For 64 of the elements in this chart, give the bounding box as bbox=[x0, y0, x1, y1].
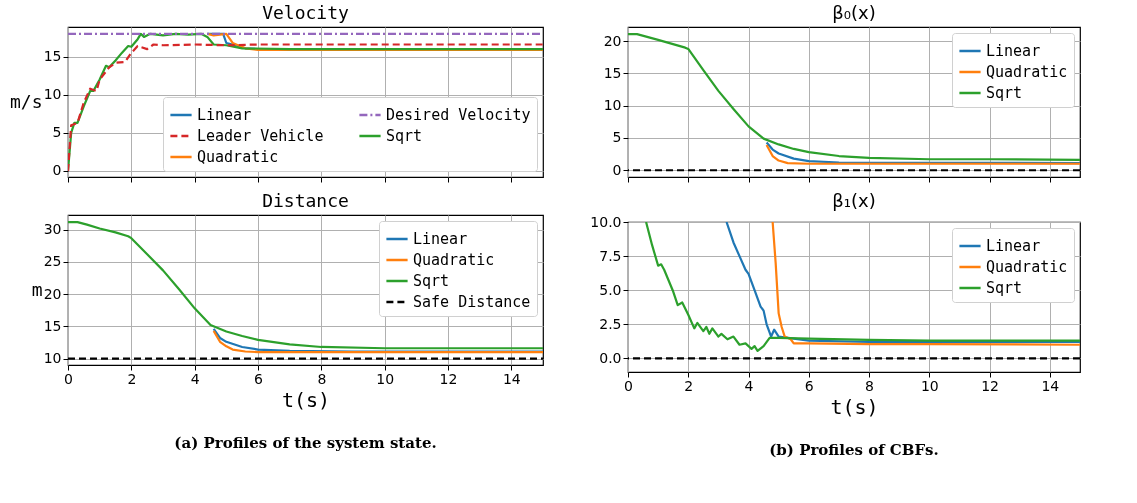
chart-title: β₀(x) bbox=[832, 2, 876, 23]
line-series bbox=[206, 32, 543, 51]
chart-title: Velocity bbox=[262, 2, 350, 23]
y-tick-label: 20 bbox=[603, 32, 622, 49]
x-tick-label: 0 bbox=[64, 370, 73, 387]
legend-label: Safe Distance bbox=[413, 293, 531, 311]
legend-label: Quadratic bbox=[197, 148, 279, 166]
y-tick-label: 10.0 bbox=[590, 213, 622, 230]
y-tick-label: 5 bbox=[52, 124, 62, 141]
legend-label: Linear bbox=[197, 106, 252, 124]
y-tick-label: 25 bbox=[43, 253, 62, 270]
x-tick-label: 14 bbox=[1041, 377, 1060, 394]
y-tick-label: 5 bbox=[612, 129, 622, 146]
x-tick-label: 6 bbox=[804, 377, 814, 394]
y-tick-label: 0 bbox=[612, 161, 622, 178]
legend-label: Linear bbox=[986, 237, 1041, 255]
x-tick-label: 0 bbox=[624, 377, 633, 394]
y-tick-label: 10 bbox=[43, 350, 62, 367]
x-tick-label: 2 bbox=[684, 377, 694, 394]
legend-label: Sqrt bbox=[986, 279, 1023, 297]
legend-label: Quadratic bbox=[986, 258, 1068, 276]
y-tick-label: 7.5 bbox=[599, 247, 622, 264]
y-tick-label: 0.0 bbox=[599, 349, 622, 366]
legend-label: Desired Velocity bbox=[386, 106, 531, 124]
y-tick-label: 20 bbox=[43, 285, 62, 302]
y-tick-label: 30 bbox=[43, 221, 62, 238]
x-tick-label: 2 bbox=[127, 370, 137, 387]
x-tick-label: 12 bbox=[981, 377, 1000, 394]
y-tick-label: 5.0 bbox=[599, 281, 622, 298]
x-tick-label: 10 bbox=[920, 377, 939, 394]
y-axis-title: m bbox=[31, 278, 43, 300]
y-tick-label: 10 bbox=[603, 97, 622, 114]
legend-label: Linear bbox=[986, 42, 1041, 60]
x-tick-label: 10 bbox=[376, 370, 395, 387]
text: (b) Profiles of CBFs. bbox=[769, 441, 939, 459]
line-series bbox=[628, 33, 1080, 161]
y-tick-label: 0 bbox=[52, 162, 62, 179]
x-tick-label: 8 bbox=[865, 377, 875, 394]
y-tick-label: 15 bbox=[43, 48, 62, 65]
chart-title: β₁(x) bbox=[832, 190, 876, 211]
line-series bbox=[644, 222, 1080, 352]
legend-label: Leader Vehicle bbox=[197, 127, 324, 145]
x-axis-title: t(s) bbox=[281, 387, 331, 412]
y-tick-label: 2.5 bbox=[599, 315, 622, 332]
x-tick-label: 14 bbox=[502, 370, 521, 387]
legend-label: Quadratic bbox=[986, 63, 1068, 81]
legend-label: Linear bbox=[413, 230, 468, 248]
legend-label: Sqrt bbox=[386, 127, 423, 145]
x-axis-title: t(s) bbox=[830, 394, 879, 419]
legend-label: Quadratic bbox=[413, 251, 495, 269]
y-tick-label: 15 bbox=[43, 317, 62, 334]
line-series bbox=[68, 220, 543, 350]
x-tick-label: 4 bbox=[190, 370, 200, 387]
y-tick-label: 10 bbox=[43, 86, 62, 103]
x-tick-label: 12 bbox=[439, 370, 458, 387]
legend-label: Sqrt bbox=[413, 272, 450, 290]
y-tick-label: 15 bbox=[603, 64, 622, 81]
x-tick-label: 8 bbox=[317, 370, 327, 387]
text: (a) Profiles of the system state. bbox=[174, 434, 437, 452]
legend-label: Sqrt bbox=[986, 84, 1023, 102]
x-tick-label: 6 bbox=[254, 370, 264, 387]
chart-title: Distance bbox=[262, 190, 349, 211]
y-axis-title: m/s bbox=[9, 90, 43, 112]
x-tick-label: 4 bbox=[744, 377, 754, 394]
